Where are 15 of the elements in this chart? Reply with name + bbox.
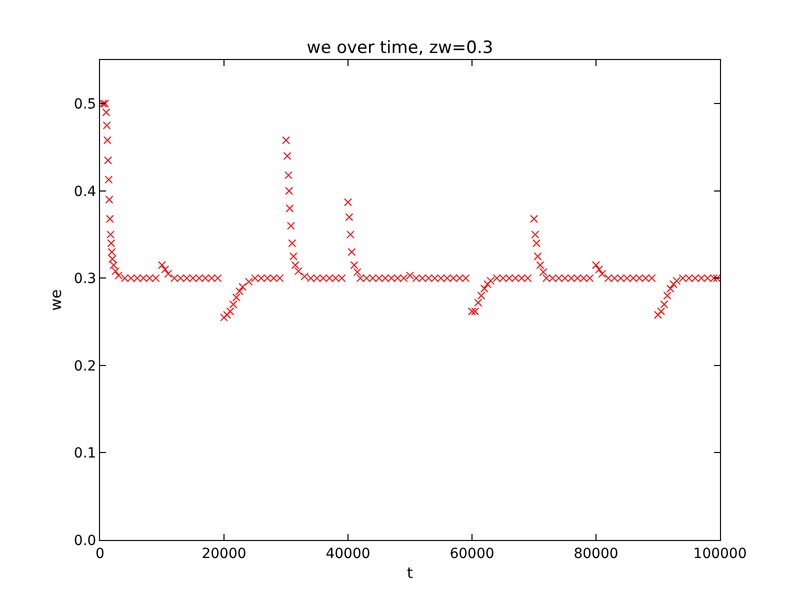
y-tick-label: 0.5 xyxy=(74,96,96,113)
x-tick-label: 20000 xyxy=(202,546,246,562)
y-axis-title: we xyxy=(47,289,66,311)
x-tick-label: 40000 xyxy=(326,546,370,562)
y-tick-label: 0.4 xyxy=(74,184,96,200)
x-tick-label: 60000 xyxy=(450,546,494,562)
x-axis-title: t xyxy=(407,564,414,582)
y-tick-label: 0.2 xyxy=(74,358,96,374)
chart-title: we over time, zw=0.3 xyxy=(306,38,494,58)
x-tick-label: 0 xyxy=(96,546,104,562)
y-tick-label: 0.0 xyxy=(74,532,96,549)
y-tick-label: 0.1 xyxy=(74,446,96,462)
y-tick-label: 0.3 xyxy=(74,271,96,288)
x-tick-label: 100000 xyxy=(693,546,747,562)
x-tick-label: 80000 xyxy=(574,546,618,562)
